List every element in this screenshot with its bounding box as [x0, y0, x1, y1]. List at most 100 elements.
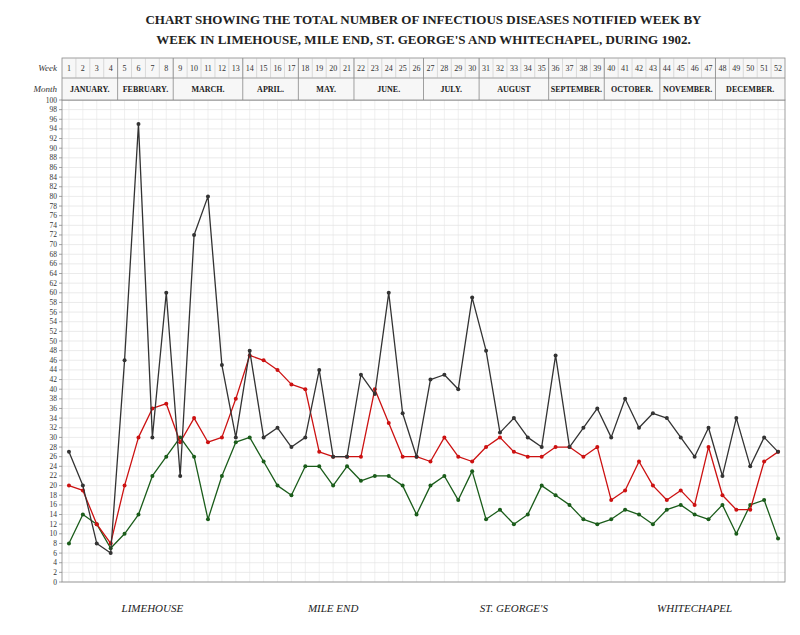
point — [623, 397, 627, 401]
y-tick — [59, 389, 62, 390]
point — [762, 498, 766, 502]
y-tick-label: 4 — [53, 558, 57, 567]
x-tick-label: 27 — [426, 64, 434, 73]
x-tick-label: 23 — [371, 64, 379, 73]
point — [303, 435, 307, 439]
month-label: SEPTEMBER. — [551, 85, 602, 94]
y-tick-label: 58 — [50, 298, 58, 307]
annotation: MILE END — [307, 602, 358, 614]
x-tick-label: 3 — [95, 64, 99, 73]
y-tick — [59, 100, 62, 101]
point — [554, 493, 558, 497]
x-grid-line — [402, 100, 403, 582]
point — [303, 464, 307, 468]
week-divider — [590, 58, 591, 78]
y-tick — [59, 466, 62, 467]
x-grid-line — [277, 100, 278, 582]
point — [289, 493, 293, 497]
point — [387, 291, 391, 295]
title: CHART SHOWING THE TOTAL NUMBER OF INFECT… — [145, 12, 702, 27]
y-tick-label: 16 — [50, 500, 58, 509]
x-tick-label: 20 — [329, 64, 337, 73]
y-grid-line — [62, 292, 785, 293]
x-tick-label: 24 — [385, 64, 393, 73]
x-grid-line — [110, 100, 111, 582]
month-divider — [659, 58, 660, 100]
point — [234, 440, 238, 444]
month-divider — [173, 58, 174, 100]
series-line — [69, 355, 778, 543]
point — [164, 402, 168, 406]
y-tick — [59, 283, 62, 284]
y-grid-line — [62, 148, 785, 149]
point — [150, 474, 154, 478]
week-divider — [645, 58, 646, 78]
y-tick-label: 82 — [50, 182, 58, 191]
week-divider — [326, 58, 327, 78]
x-tick-label: 5 — [123, 64, 127, 73]
x-grid-line — [430, 100, 431, 582]
y-tick — [59, 350, 62, 351]
x-tick-label: 46 — [691, 64, 699, 73]
x-grid-line — [263, 100, 264, 582]
y-tick-label: 78 — [50, 202, 58, 211]
x-tick-label: 17 — [287, 64, 295, 73]
point — [484, 349, 488, 353]
y-grid-line — [62, 389, 785, 390]
y-tick — [59, 167, 62, 168]
annotation: WHITECHAPEL — [657, 602, 732, 614]
point — [776, 450, 780, 454]
point — [345, 455, 349, 459]
point — [331, 455, 335, 459]
x-tick-label: 38 — [579, 64, 587, 73]
point — [262, 358, 266, 362]
month-divider — [479, 58, 480, 100]
point — [206, 440, 210, 444]
month-label: MAY. — [316, 85, 336, 94]
point — [415, 513, 419, 517]
point — [470, 296, 474, 300]
y-tick-label: 62 — [50, 279, 58, 288]
y-tick-label: 72 — [50, 230, 58, 239]
y-tick-label: 46 — [50, 356, 58, 365]
header-box — [62, 58, 785, 100]
y-grid-line — [62, 177, 785, 178]
x-grid-line — [207, 100, 208, 582]
point — [401, 484, 405, 488]
y-tick-label: 56 — [50, 308, 58, 317]
week-divider — [187, 58, 188, 78]
x-grid-line — [583, 100, 584, 582]
point — [178, 474, 182, 478]
y-grid-line — [62, 369, 785, 370]
point — [359, 455, 363, 459]
point — [651, 411, 655, 415]
x-grid-line — [96, 100, 97, 582]
x-tick-label: 42 — [635, 64, 643, 73]
y-grid-line — [62, 379, 785, 380]
point — [81, 513, 85, 517]
y-tick — [59, 138, 62, 139]
week-divider — [771, 58, 772, 78]
y-tick — [59, 369, 62, 370]
y-tick — [59, 504, 62, 505]
y-tick-label: 66 — [50, 259, 58, 268]
y-tick-label: 10 — [50, 529, 58, 538]
y-grid-line — [62, 466, 785, 467]
y-tick-label: 32 — [50, 423, 58, 432]
month-divider — [117, 58, 118, 100]
y-tick — [59, 254, 62, 255]
y-tick-label: 96 — [50, 115, 58, 124]
point — [456, 498, 460, 502]
point — [609, 498, 613, 502]
x-tick-label: 26 — [413, 64, 421, 73]
point — [220, 363, 224, 367]
month-divider — [242, 58, 243, 100]
y-grid-line — [62, 398, 785, 399]
point — [415, 455, 419, 459]
month-divider — [548, 58, 549, 100]
week-divider — [103, 58, 104, 78]
point — [359, 479, 363, 483]
y-tick-label: 6 — [53, 549, 57, 558]
point — [95, 522, 99, 526]
point — [317, 368, 321, 372]
